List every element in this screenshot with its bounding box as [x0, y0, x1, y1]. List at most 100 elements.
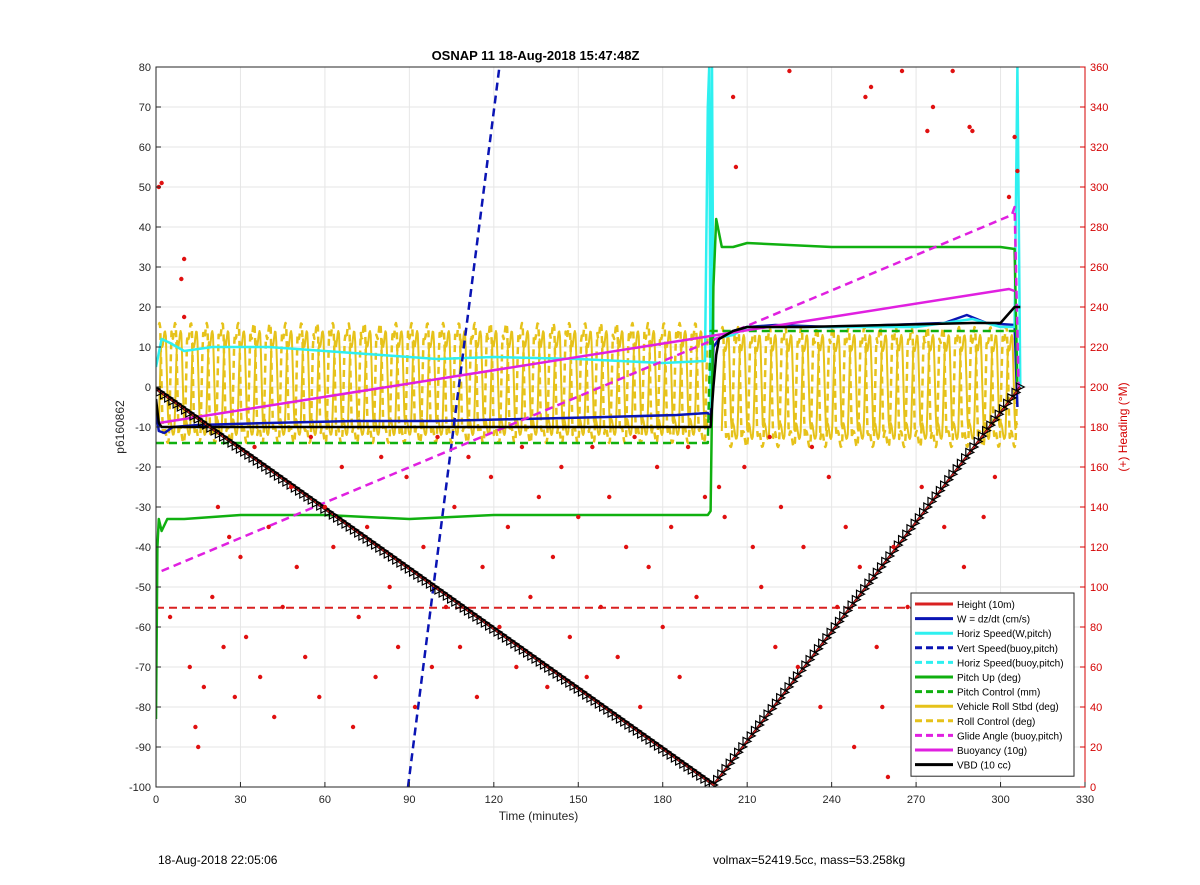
heading-point — [412, 704, 418, 710]
heading-point — [818, 704, 823, 710]
heading-point — [294, 564, 299, 570]
heading-point — [942, 524, 947, 530]
heading-point — [322, 504, 328, 510]
heading-point — [387, 584, 392, 590]
y-tick-label: -80 — [135, 702, 151, 714]
heading-point — [266, 524, 271, 530]
heading-point — [421, 544, 426, 550]
heading-point — [750, 544, 756, 550]
legend-box — [910, 592, 1075, 777]
heading-point — [373, 674, 378, 680]
heading-point — [288, 484, 294, 490]
x-tick-label: 150 — [569, 794, 587, 806]
chart-title: OSNAP 11 18-Aug-2018 15:47:48Z — [432, 48, 640, 63]
y-tick-label: 80 — [139, 62, 151, 74]
heading-point — [623, 544, 629, 550]
heading-point — [874, 644, 879, 650]
y2-tick-label: 100 — [1090, 582, 1108, 594]
y2-tick-label: 240 — [1090, 302, 1108, 314]
y2-tick-label: 60 — [1090, 662, 1102, 674]
heading-point — [773, 644, 778, 650]
heading-point — [1012, 134, 1017, 140]
y-tick-labels: -100-90-80-70-60-50-40-30-20-10010203040… — [129, 62, 151, 794]
heading-point — [607, 494, 612, 500]
heading-point — [196, 744, 201, 750]
heading-point — [584, 674, 589, 680]
y2-tick-labels: 0 20 40 60 80 100 120 140 160 180 200 220 240 260 280 3… — [1090, 62, 1108, 794]
heading-point — [480, 564, 485, 570]
heading-point — [899, 68, 905, 74]
series-buoyancy-10g — [158, 287, 1016, 425]
heading-point — [364, 524, 370, 530]
heading-point — [167, 614, 173, 620]
heading-point — [474, 694, 480, 700]
heading-point — [742, 464, 747, 470]
x-tick-label: 240 — [822, 794, 840, 806]
depth-marker — [1015, 382, 1026, 392]
y-tick-label: 30 — [139, 262, 151, 274]
x-tick-label: 90 — [403, 794, 415, 806]
legend-label: Buoyancy (10g) — [957, 746, 1027, 757]
heading-point — [801, 544, 806, 550]
heading-point — [970, 128, 975, 134]
legend-label: Vehicle Roll Stbd (deg) — [957, 702, 1059, 713]
heading-point — [885, 774, 891, 780]
y-tick-label: -50 — [135, 582, 151, 594]
heading-point — [181, 256, 187, 262]
legend-label: Horiz Speed(W,pitch) — [957, 629, 1051, 640]
heading-point — [702, 494, 708, 500]
legend-label: Pitch Control (mm) — [957, 688, 1040, 699]
heading-point — [967, 124, 972, 130]
heading-point — [331, 544, 336, 550]
heading-point — [685, 444, 691, 450]
heading-point — [905, 604, 910, 610]
y2-tick-label: 260 — [1090, 262, 1108, 274]
y2-tick-label: 20 — [1090, 742, 1102, 754]
heading-point — [317, 694, 322, 700]
legend-label: Pitch Up (deg) — [957, 673, 1021, 684]
x-tick-label: 60 — [319, 794, 331, 806]
series-horiz-speed-w-pitch — [156, 67, 1022, 409]
heading-point — [759, 584, 764, 590]
legend-label: Roll Control (deg) — [957, 717, 1035, 728]
heading-point — [851, 744, 857, 750]
x-tick-label: 0 — [153, 794, 159, 806]
y2-tick-label: 340 — [1090, 102, 1108, 114]
y2-tick-label: 0 — [1090, 782, 1096, 794]
heading-point — [835, 604, 840, 610]
series-roll-control-before — [157, 321, 710, 445]
heading-point — [722, 514, 727, 520]
depth-markers — [156, 382, 1026, 787]
heading-point — [232, 694, 238, 700]
x-tick-label: 180 — [654, 794, 672, 806]
series-pitch-control-mm — [156, 329, 1021, 445]
heading-point — [694, 594, 699, 600]
heading-point — [550, 554, 556, 560]
heading-point — [567, 634, 573, 640]
heading-point — [201, 684, 207, 690]
x-tick-label: 330 — [1076, 794, 1094, 806]
heading-point — [519, 444, 525, 450]
heading-point — [654, 464, 660, 470]
heading-point — [576, 514, 581, 520]
heading-point — [350, 724, 356, 730]
y2-tick-label: 80 — [1090, 622, 1102, 634]
heading-point — [308, 434, 314, 440]
x-tick-label: 270 — [907, 794, 925, 806]
x-tick-label: 210 — [738, 794, 756, 806]
heading-point — [339, 464, 344, 470]
heading-point — [930, 104, 936, 110]
heading-point — [243, 634, 249, 640]
heading-point — [452, 504, 457, 510]
heading-point — [891, 544, 896, 550]
y-tick-label: -10 — [135, 422, 151, 434]
heading-point — [179, 276, 184, 282]
heading-point — [767, 434, 772, 440]
x-tick-label: 30 — [234, 794, 246, 806]
heading-point — [716, 484, 722, 490]
y-tick-label: 40 — [139, 222, 151, 234]
y-tick-label: -20 — [135, 462, 151, 474]
heading-point — [404, 474, 409, 480]
heading-point — [435, 434, 440, 440]
